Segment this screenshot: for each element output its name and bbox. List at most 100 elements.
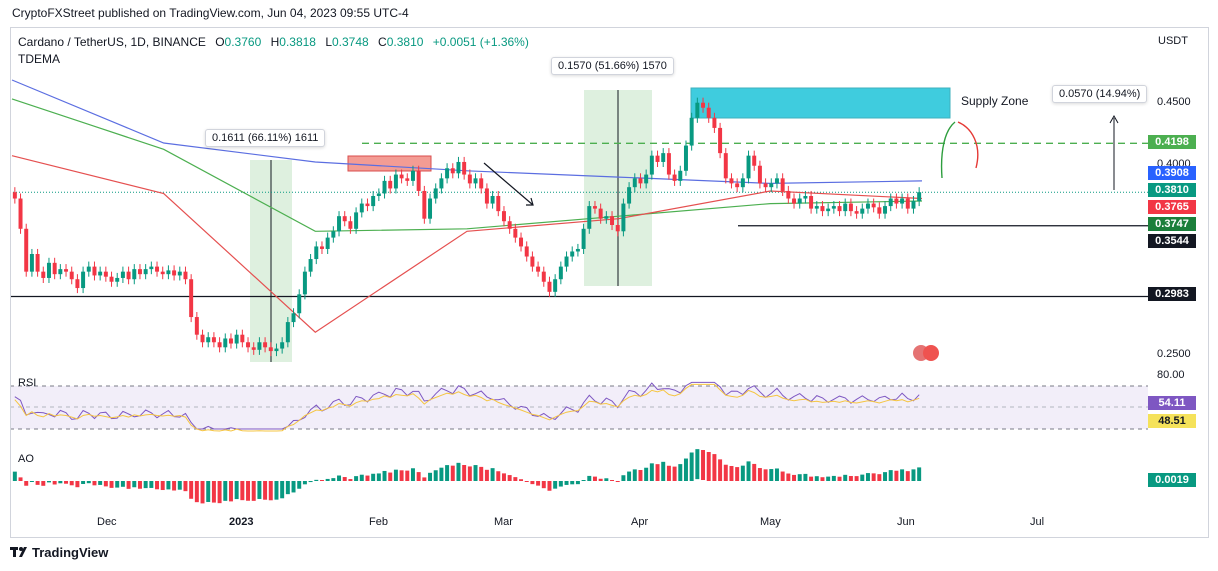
candle-body	[410, 170, 415, 181]
close-label: C	[378, 35, 387, 49]
candle-body	[843, 203, 848, 212]
ao-bar	[98, 481, 103, 485]
ao-bar	[200, 481, 205, 504]
candle-body	[280, 342, 285, 349]
tradingview-logo[interactable]: TradingView	[10, 545, 108, 560]
ao-bar	[422, 477, 427, 481]
ao-label[interactable]: AO	[18, 453, 34, 465]
ao-bar	[120, 481, 125, 487]
candle-body	[371, 196, 376, 207]
candle-body	[604, 216, 609, 219]
price-label-0.2983: 0.2983	[1148, 287, 1196, 301]
candle-body	[92, 266, 97, 276]
candle-body	[143, 269, 148, 275]
ao-bar	[769, 469, 774, 481]
ao-bar	[251, 481, 256, 501]
measure-label-2[interactable]: 0.1570 (51.66%) 1570	[551, 57, 674, 75]
tradingview-text: TradingView	[32, 545, 109, 560]
candle-body	[240, 334, 245, 343]
candle-body	[376, 193, 381, 196]
ao-bar	[649, 463, 654, 481]
ao-bar	[553, 481, 558, 489]
candle-body	[291, 313, 296, 323]
ao-bar	[564, 481, 569, 485]
ao-bar	[757, 468, 762, 481]
candle-body	[285, 322, 290, 343]
ao-bar	[479, 466, 484, 481]
ao-bar	[382, 470, 387, 481]
ao-bar	[217, 481, 222, 504]
rsi-label[interactable]: RSI	[18, 377, 37, 389]
ao-bar	[706, 452, 711, 481]
ao-bar	[268, 481, 273, 501]
candle-body	[666, 153, 671, 175]
candle-body	[479, 178, 484, 189]
candle-body	[905, 198, 910, 209]
currency-label[interactable]: USDT	[1158, 35, 1188, 47]
candle-body	[81, 271, 86, 289]
ao-value: 0.0019	[1148, 473, 1196, 487]
ao-bar	[678, 464, 683, 481]
ao-bar	[729, 466, 734, 481]
ao-bar	[428, 472, 433, 481]
ao-bar	[46, 481, 51, 483]
ao-bar	[484, 469, 489, 481]
ao-bar	[399, 470, 404, 481]
price-label-0.3765: 0.3765	[1148, 200, 1196, 214]
candle-body	[792, 198, 797, 204]
low-label: L	[325, 35, 332, 49]
candle-body	[837, 206, 842, 212]
axis-price-0.25: 0.2500	[1157, 348, 1191, 360]
candle-body	[809, 196, 814, 209]
ao-bar	[297, 481, 302, 489]
candle-body	[445, 168, 450, 179]
candle-body	[848, 203, 853, 212]
price-label-0.3908: 0.3908	[1148, 166, 1196, 180]
ao-bar	[695, 449, 700, 480]
price-label-0.3747: 0.3747	[1148, 217, 1196, 231]
ao-bar	[137, 481, 142, 489]
low-value: 0.3748	[332, 35, 369, 49]
price-label-0.3810: 0.3810	[1148, 183, 1196, 197]
candle-body	[621, 203, 626, 232]
ao-bar	[655, 464, 660, 481]
candle-body	[547, 281, 552, 292]
ao-bar	[610, 480, 615, 481]
high-label: H	[270, 35, 280, 49]
ao-bar	[314, 479, 319, 481]
indicator-name[interactable]: TDEMA	[18, 52, 60, 66]
measure-label-3[interactable]: 0.0570 (14.94%)	[1052, 85, 1148, 103]
ao-bar	[439, 467, 444, 481]
change-value: +0.0051 (+1.36%)	[432, 35, 529, 49]
symbol-name[interactable]: Cardano / TetherUS, 1D, BINANCE	[18, 35, 206, 49]
ao-bar	[206, 481, 211, 502]
candle-body	[763, 183, 768, 188]
candle-body	[672, 174, 677, 181]
candle-body	[18, 198, 23, 229]
candle-body	[883, 206, 888, 214]
trend-arrow-down	[483, 162, 534, 206]
ao-bar	[155, 481, 160, 490]
ao-bar	[64, 481, 69, 484]
measure-label-1[interactable]: 0.1611 (66.11%) 1611	[205, 129, 326, 147]
candle-body	[467, 174, 472, 184]
candle-body	[718, 127, 723, 154]
candle-body	[126, 271, 131, 280]
ao-bar	[285, 481, 290, 495]
ao-bar	[689, 452, 694, 481]
candle-body	[35, 254, 40, 272]
candle-body	[701, 102, 706, 108]
candle-body	[132, 269, 137, 280]
candle-body	[746, 155, 751, 179]
candle-body	[553, 279, 558, 292]
candle-body	[200, 334, 205, 343]
candle-body	[58, 269, 63, 275]
candle-body	[501, 211, 506, 222]
ao-bar	[211, 481, 216, 503]
ao-bar	[331, 478, 336, 481]
ao-bar	[763, 469, 768, 481]
ao-bar	[848, 476, 853, 481]
candle-body	[655, 155, 660, 162]
candle-body	[462, 161, 467, 175]
